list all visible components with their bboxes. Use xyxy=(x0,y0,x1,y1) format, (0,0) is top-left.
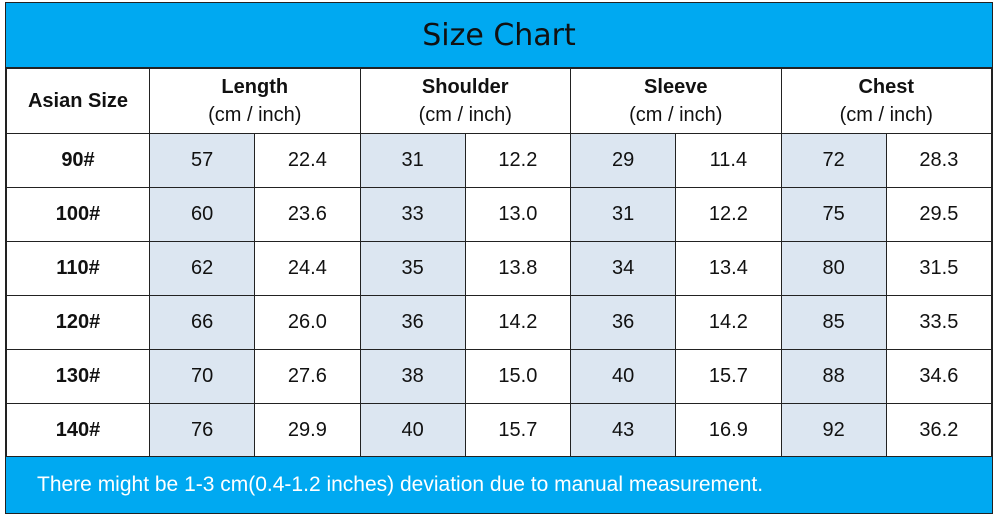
value-cell: 34.6 xyxy=(885,349,993,404)
chart-title: Size Chart xyxy=(6,3,992,68)
value-cell: 38 xyxy=(359,349,466,404)
value-cell: 60 xyxy=(148,187,256,242)
value-cell: 34 xyxy=(569,241,677,296)
value-cell: 31 xyxy=(359,133,466,188)
footnote: There might be 1-3 cm(0.4-1.2 inches) de… xyxy=(6,456,992,513)
data-row: 130# 70 27.6 38 15.0 40 15.7 88 34.6 xyxy=(6,349,993,404)
column-unit: (cm / inch) xyxy=(629,104,723,126)
value-cell: 22.4 xyxy=(254,133,361,188)
data-row: 140# 76 29.9 40 15.7 43 16.9 92 36.2 xyxy=(6,403,993,458)
size-table: Asian Size Length (cm / inch) Shoulder (cm /… xyxy=(6,68,993,458)
value-cell: 40 xyxy=(359,403,466,458)
value-cell: 12.2 xyxy=(464,133,572,188)
value-cell: 80 xyxy=(780,241,887,296)
value-cell: 15.7 xyxy=(464,403,572,458)
value-cell: 85 xyxy=(780,295,887,350)
value-cell: 70 xyxy=(148,349,256,404)
value-cell: 75 xyxy=(780,187,887,242)
column-name: Chest xyxy=(858,76,915,98)
value-cell: 88 xyxy=(780,349,887,404)
value-cell: 27.6 xyxy=(254,349,361,404)
value-cell: 28.3 xyxy=(885,133,993,188)
header-cell: Sleeve (cm / inch) xyxy=(570,68,782,134)
value-cell: 12.2 xyxy=(675,187,782,242)
value-cell: 16.9 xyxy=(675,403,782,458)
value-cell: 57 xyxy=(148,133,256,188)
size-chart: Size Chart Asian Size Length (cm / inch) Sh… xyxy=(5,2,993,514)
value-cell: 14.2 xyxy=(464,295,572,350)
value-cell: 36 xyxy=(359,295,466,350)
value-cell: 62 xyxy=(148,241,256,296)
value-cell: 43 xyxy=(569,403,677,458)
size-cell: 90# xyxy=(6,133,150,188)
size-cell: 140# xyxy=(6,403,150,458)
value-cell: 26.0 xyxy=(254,295,361,350)
value-cell: 15.7 xyxy=(675,349,782,404)
value-cell: 29.5 xyxy=(885,187,993,242)
column-unit: (cm / inch) xyxy=(418,104,512,126)
data-row: 110# 62 24.4 35 13.8 34 13.4 80 31.5 xyxy=(6,241,993,296)
value-cell: 13.4 xyxy=(675,241,782,296)
value-cell: 76 xyxy=(148,403,256,458)
header-row: Asian Size Length (cm / inch) Shoulder (cm /… xyxy=(6,68,992,134)
size-cell: 110# xyxy=(6,241,150,296)
value-cell: 92 xyxy=(780,403,887,458)
value-cell: 15.0 xyxy=(464,349,572,404)
column-name: Sleeve xyxy=(644,76,708,98)
size-cell: 130# xyxy=(6,349,150,404)
value-cell: 33 xyxy=(359,187,466,242)
header-cell: Shoulder (cm / inch) xyxy=(359,68,571,134)
header-cell: Length (cm / inch) xyxy=(149,68,361,134)
value-cell: 66 xyxy=(148,295,256,350)
value-cell: 40 xyxy=(569,349,677,404)
data-row: 100# 60 23.6 33 13.0 31 12.2 75 29.5 xyxy=(6,187,993,242)
value-cell: 13.0 xyxy=(464,187,572,242)
value-cell: 14.2 xyxy=(675,295,782,350)
value-cell: 23.6 xyxy=(254,187,361,242)
value-cell: 36 xyxy=(569,295,677,350)
value-cell: 31.5 xyxy=(885,241,993,296)
header-cell: Asian Size xyxy=(6,68,150,134)
data-row: 120# 66 26.0 36 14.2 36 14.2 85 33.5 xyxy=(6,295,993,350)
column-name: Length xyxy=(221,76,289,98)
size-cell: 120# xyxy=(6,295,150,350)
value-cell: 29 xyxy=(569,133,677,188)
value-cell: 11.4 xyxy=(675,133,782,188)
data-row: 90# 57 22.4 31 12.2 29 11.4 72 28.3 xyxy=(6,133,993,188)
value-cell: 13.8 xyxy=(464,241,572,296)
value-cell: 31 xyxy=(569,187,677,242)
size-cell: 100# xyxy=(6,187,150,242)
value-cell: 72 xyxy=(780,133,887,188)
value-cell: 36.2 xyxy=(885,403,993,458)
header-cell: Chest (cm / inch) xyxy=(780,68,992,134)
value-cell: 24.4 xyxy=(254,241,361,296)
value-cell: 33.5 xyxy=(885,295,993,350)
value-cell: 29.9 xyxy=(254,403,361,458)
column-unit: (cm / inch) xyxy=(208,104,302,126)
column-name: Shoulder xyxy=(421,76,509,98)
value-cell: 35 xyxy=(359,241,466,296)
column-unit: (cm / inch) xyxy=(839,104,933,126)
